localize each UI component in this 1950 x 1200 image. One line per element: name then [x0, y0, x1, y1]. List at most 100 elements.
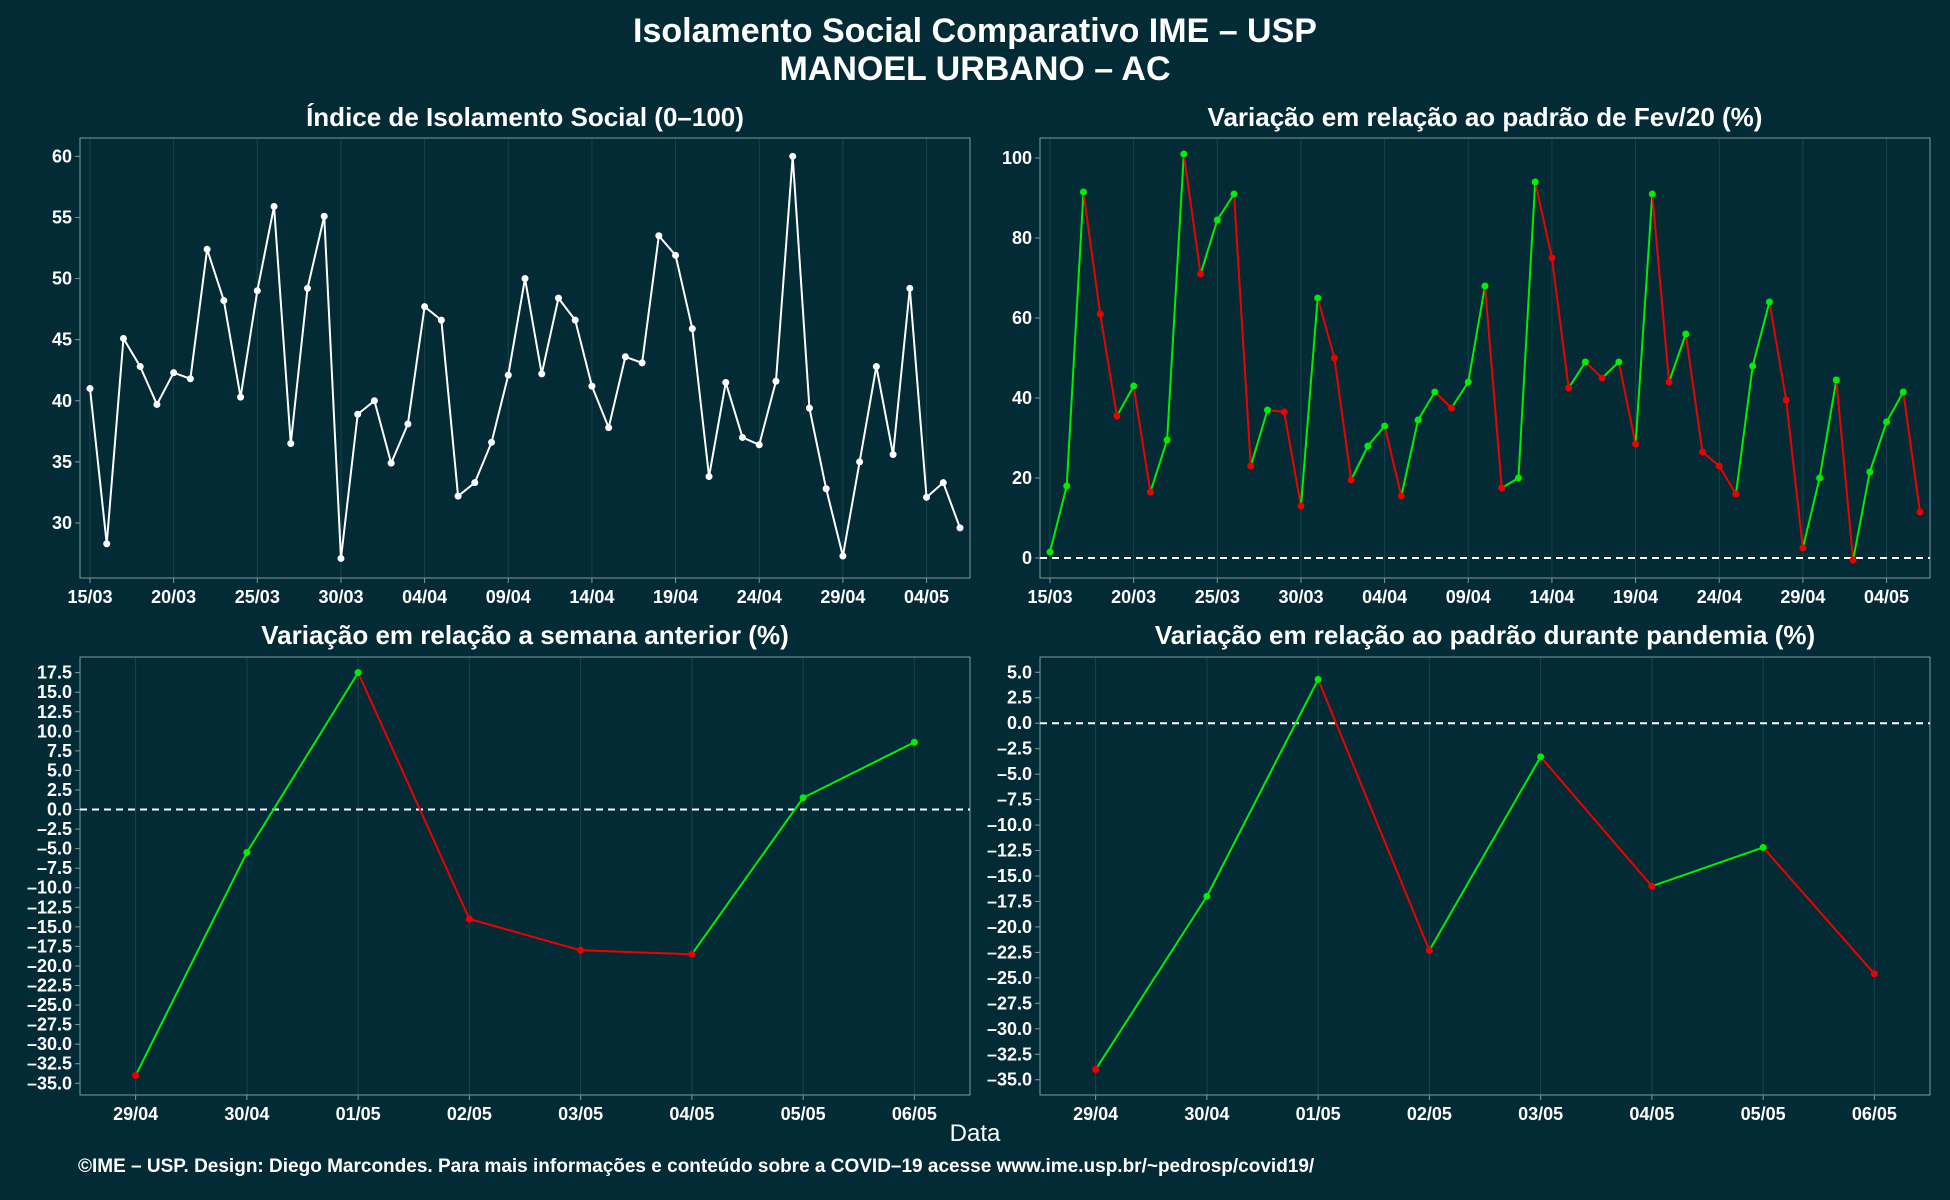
y-tick-label: –35.0 — [987, 1070, 1032, 1090]
x-tick-label: 30/04 — [1184, 1104, 1229, 1124]
data-point — [910, 738, 918, 746]
series-segment — [1902, 391, 1921, 513]
series-segment — [1199, 219, 1219, 275]
data-point — [1883, 418, 1891, 426]
data-point — [1632, 440, 1640, 448]
series-segment — [658, 235, 677, 256]
data-point — [1448, 404, 1456, 412]
data-point — [1092, 1066, 1100, 1074]
series-segment — [357, 399, 376, 416]
data-point — [387, 459, 395, 467]
series-segment — [1539, 756, 1653, 887]
series-segment — [1567, 361, 1587, 389]
y-tick-label: –2.5 — [997, 739, 1032, 759]
y-tick-label: –30.0 — [27, 1034, 72, 1054]
series-segment — [1651, 193, 1671, 383]
data-point — [1832, 376, 1840, 384]
data-point — [354, 669, 362, 677]
data-point — [287, 440, 295, 448]
y-tick-label: –27.5 — [987, 993, 1032, 1013]
data-point — [1347, 476, 1355, 484]
series-segment — [540, 297, 560, 375]
data-point — [1397, 492, 1405, 500]
x-tick-label: 05/05 — [1741, 1104, 1786, 1124]
series-segment — [1299, 297, 1319, 507]
data-point — [1330, 354, 1338, 362]
data-point — [465, 915, 473, 923]
series-segment — [942, 482, 961, 529]
data-point — [1203, 892, 1211, 900]
y-tick-label: 50 — [52, 269, 72, 289]
series-segment — [406, 306, 426, 425]
series-segment — [607, 356, 627, 428]
data-point — [132, 1071, 140, 1079]
y-tick-label: 0.0 — [47, 800, 72, 820]
data-point — [789, 152, 797, 160]
series-segment — [473, 441, 493, 484]
series-segment — [1768, 301, 1788, 401]
data-point — [1425, 946, 1433, 954]
y-tick-label: –12.5 — [987, 841, 1032, 861]
series-segment — [590, 385, 610, 429]
series-segment — [222, 300, 242, 398]
data-point — [1648, 882, 1656, 890]
series-segment — [273, 206, 292, 444]
data-point — [1581, 358, 1589, 366]
series-segment — [339, 414, 359, 559]
series-segment — [89, 388, 108, 544]
data-point — [923, 493, 931, 501]
series-segment — [440, 320, 460, 497]
series-segment — [1367, 425, 1386, 447]
series-segment — [1801, 477, 1821, 549]
series-segment — [1751, 301, 1771, 367]
series-segment — [774, 156, 794, 382]
data-point — [1180, 150, 1188, 158]
x-tick-label: 03/05 — [558, 1104, 603, 1124]
x-tick-label: 01/05 — [1296, 1104, 1341, 1124]
main-title: Isolamento Social Comparativo IME – USP … — [0, 12, 1950, 88]
series-segment — [1283, 411, 1302, 507]
data-point — [1146, 488, 1154, 496]
series-segment — [357, 672, 471, 920]
series-segment — [1383, 425, 1403, 497]
data-point — [1431, 388, 1439, 396]
series-segment — [1099, 313, 1118, 417]
data-point — [805, 404, 813, 412]
data-point — [1314, 294, 1322, 302]
data-point — [1364, 442, 1372, 450]
series-segment — [206, 248, 225, 301]
x-tick-label: 03/05 — [1518, 1104, 1563, 1124]
series-segment — [808, 407, 828, 489]
series-segment — [580, 949, 692, 956]
x-tick-label: 14/04 — [1529, 587, 1574, 607]
data-point — [605, 424, 613, 432]
y-tick-label: 45 — [52, 330, 72, 350]
series-segment — [908, 288, 928, 498]
y-tick-label: –17.5 — [987, 891, 1032, 911]
data-point — [939, 479, 947, 487]
plot-frame — [1039, 137, 1931, 579]
y-tick-label: 0.0 — [1007, 713, 1032, 733]
series-segment — [1584, 361, 1603, 379]
panel-title-3: Variação em relação a semana anterior (%… — [261, 620, 789, 650]
series-segment — [858, 366, 878, 463]
y-tick-label: –32.5 — [987, 1044, 1032, 1064]
panel-title-1: Índice de Isolamento Social (0–100) — [306, 102, 744, 132]
series-segment — [469, 918, 581, 952]
data-point — [1565, 384, 1573, 392]
series-segment — [1317, 679, 1431, 951]
y-tick-label: 15.0 — [37, 682, 72, 702]
footer-credit: ©IME – USP. Design: Diego Marcondes. Par… — [78, 1156, 1315, 1177]
series-segment — [1818, 379, 1838, 479]
data-point — [1264, 406, 1271, 414]
y-tick-label: 7.5 — [47, 741, 72, 761]
x-tick-label: 30/03 — [1278, 587, 1323, 607]
x-tick-label: 24/04 — [737, 587, 782, 607]
data-point — [1063, 482, 1071, 490]
y-tick-label: 100 — [1002, 148, 1032, 168]
x-tick-label: 29/04 — [1073, 1104, 1118, 1124]
x-tick-label: 14/04 — [569, 587, 614, 607]
data-point — [304, 284, 311, 292]
y-tick-label: –7.5 — [997, 790, 1032, 810]
series-segment — [1718, 465, 1737, 495]
